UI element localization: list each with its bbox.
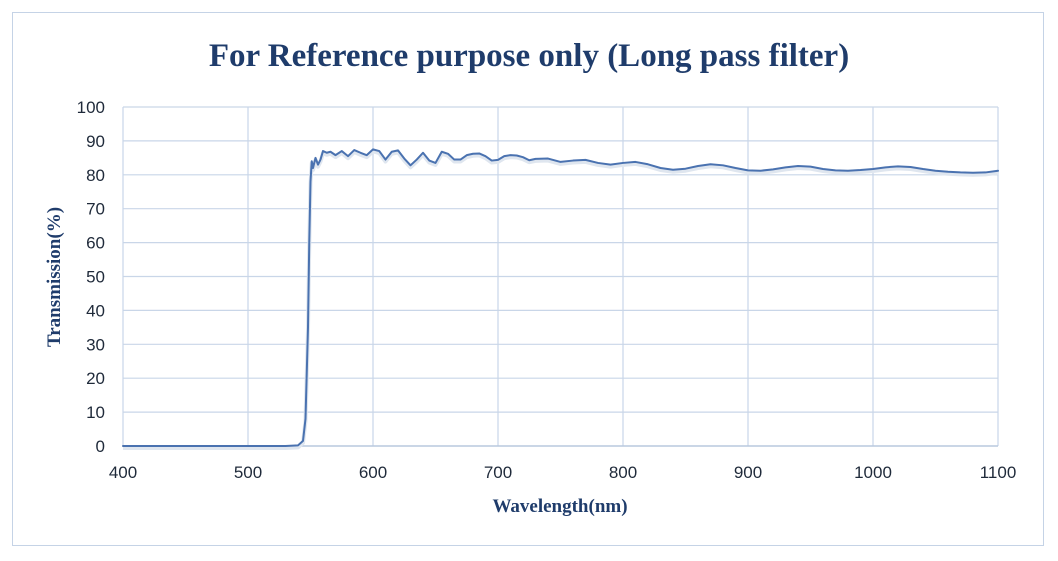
y-axis-title: Transmission(%) — [44, 207, 65, 347]
y-tick-label: 40 — [86, 301, 105, 320]
x-tick-label: 500 — [234, 463, 262, 482]
y-tick-label: 100 — [77, 98, 105, 117]
x-tick-label: 400 — [109, 463, 137, 482]
x-tick-label: 700 — [484, 463, 512, 482]
series-line — [122, 148, 999, 447]
y-tick-labels: 0 10 20 30 40 50 60 70 80 90 100 — [77, 98, 105, 456]
x-tick-label: 800 — [609, 463, 637, 482]
x-axis-title: Wavelength(nm) — [492, 496, 627, 517]
y-tick-label: 10 — [86, 403, 105, 422]
x-tick-label: 900 — [734, 463, 762, 482]
y-tick-label: 50 — [86, 268, 105, 287]
y-tick-label: 70 — [86, 200, 105, 219]
chart-title: For Reference purpose only (Long pass fi… — [208, 38, 850, 74]
y-tick-label: 30 — [86, 335, 105, 354]
y-tick-label: 0 — [96, 437, 105, 456]
x-tick-labels: 400 500 600 700 800 900 1000 1100 — [109, 463, 1016, 482]
x-tick-label: 600 — [359, 463, 387, 482]
series-shadow — [123, 149, 999, 450]
gridlines — [123, 106, 999, 446]
x-tick-label: 1100 — [980, 463, 1017, 482]
x-tick-label: 1000 — [854, 463, 892, 482]
series-layer — [122, 148, 999, 450]
y-tick-label: 60 — [86, 234, 105, 253]
y-tick-label: 20 — [86, 369, 105, 388]
y-tick-label: 80 — [86, 166, 105, 185]
chart-frame — [12, 12, 1044, 546]
y-tick-label: 90 — [86, 132, 105, 151]
